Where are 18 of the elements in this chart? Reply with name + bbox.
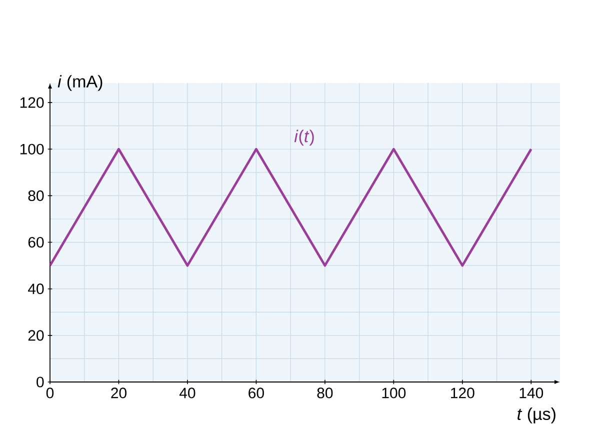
y-tick-label: 100 [20, 144, 44, 154]
y-tick-label: 80 [28, 190, 44, 202]
y-tick-label: 40 [28, 284, 44, 294]
x-tick-label: 0 [46, 388, 54, 398]
y-tick-label: 120 [20, 97, 44, 108]
y-tick-label: 0 [36, 376, 44, 388]
y-tick-label: 20 [28, 330, 44, 341]
x-tick-label: 140 [520, 388, 544, 398]
x-tick-label: 80 [317, 388, 333, 398]
x-tick-label: 60 [248, 388, 264, 398]
x-axis-title: t (µs) [518, 408, 556, 424]
text: i(t) [294, 130, 314, 146]
x-tick-label: 120 [451, 388, 474, 398]
x-tick-label: 20 [111, 388, 126, 398]
x-tick-label: 100 [382, 388, 406, 398]
x-tick-label: 40 [179, 388, 196, 398]
y-tick-label: 60 [28, 236, 44, 248]
y-axis-title: i (mA) [58, 75, 102, 91]
